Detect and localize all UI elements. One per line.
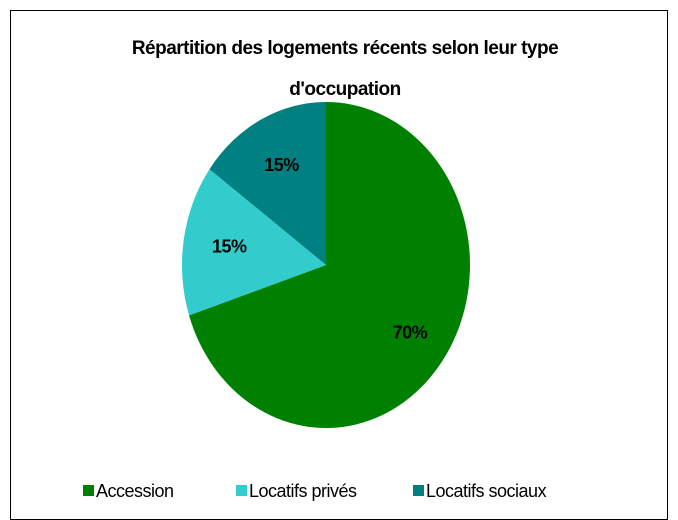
pie-slice bbox=[182, 169, 326, 316]
legend-swatch bbox=[236, 485, 247, 496]
legend-swatch bbox=[413, 485, 424, 496]
legend-label: Locatifs privés bbox=[249, 481, 357, 501]
legend-label: Locatifs sociaux bbox=[426, 481, 547, 501]
value-label: 70% bbox=[393, 323, 428, 343]
value-label: 15% bbox=[212, 236, 247, 256]
chart-title: Répartition des logements récents selon … bbox=[131, 38, 559, 100]
chart: 70% 15% 15% Accession Locatifs privés Locatif… bbox=[83, 102, 547, 501]
legend-swatch bbox=[83, 485, 94, 496]
value-label: 15% bbox=[264, 155, 299, 175]
legend-label: Accession bbox=[96, 481, 174, 501]
pie-slice bbox=[189, 102, 471, 428]
pie-slice bbox=[209, 102, 326, 265]
page: {"chart_data": {"type": "pie", "title": … bbox=[10, 10, 668, 520]
